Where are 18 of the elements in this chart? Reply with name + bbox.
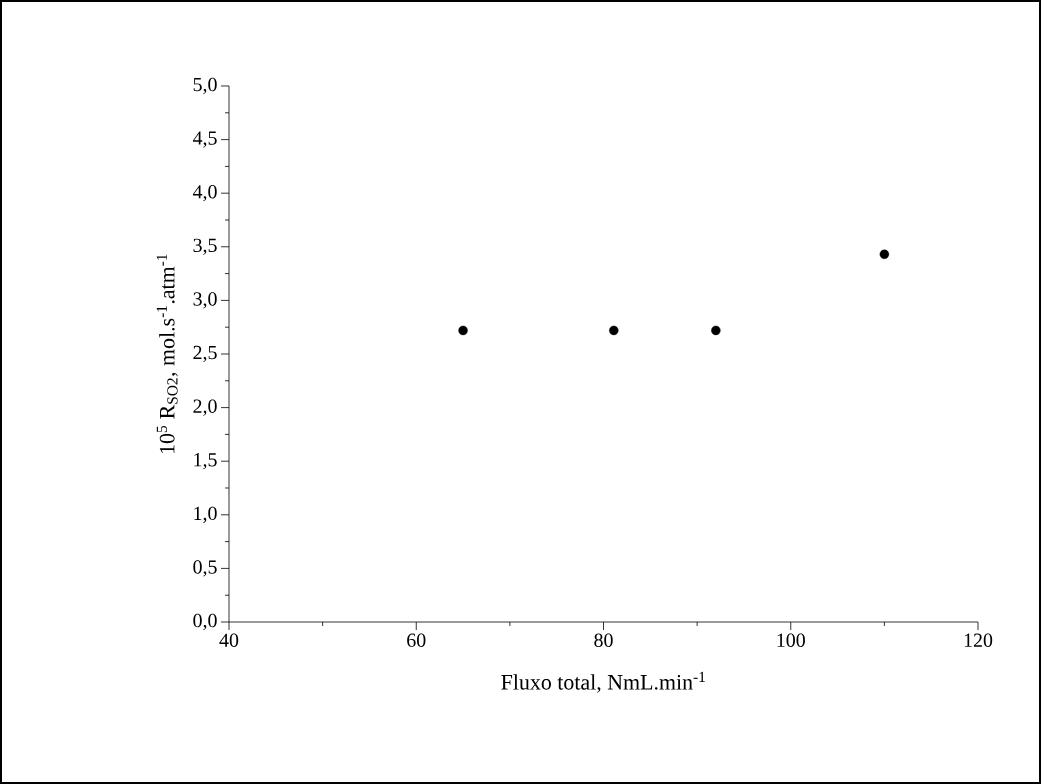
y-tick-label: 1,5	[194, 453, 217, 470]
y-tick-label: 0,0	[193, 613, 217, 631]
y-tick-label: 1,0	[194, 506, 217, 523]
x-tick-label: 100	[777, 633, 805, 647]
x-axis-title: Fluxo total, NmL.min$^{-1}$	[501, 671, 705, 693]
y-tick-label: 3,5	[193, 238, 217, 255]
y-tick-label: 3,0	[193, 292, 217, 309]
y-tick-label: 4,0	[192, 185, 217, 202]
y-tick-label: 2,0	[193, 399, 217, 416]
x-tick-label: 120	[964, 633, 993, 647]
y-tick-label: 0,5	[193, 560, 217, 577]
x-tick-label: 60	[407, 633, 426, 647]
y-tick-label: 5,0	[193, 77, 217, 95]
y-tick-label: 4,5	[192, 131, 217, 148]
y-tick-label: 2,5	[193, 345, 217, 363]
x-tick-label: 80	[594, 633, 613, 647]
y-axis-title: 10$^{5}$ R$_{SO2}$, mol.s$^{-1}$.atm$^{-1}$	[156, 254, 178, 454]
x-tick-label: 40	[219, 633, 239, 647]
